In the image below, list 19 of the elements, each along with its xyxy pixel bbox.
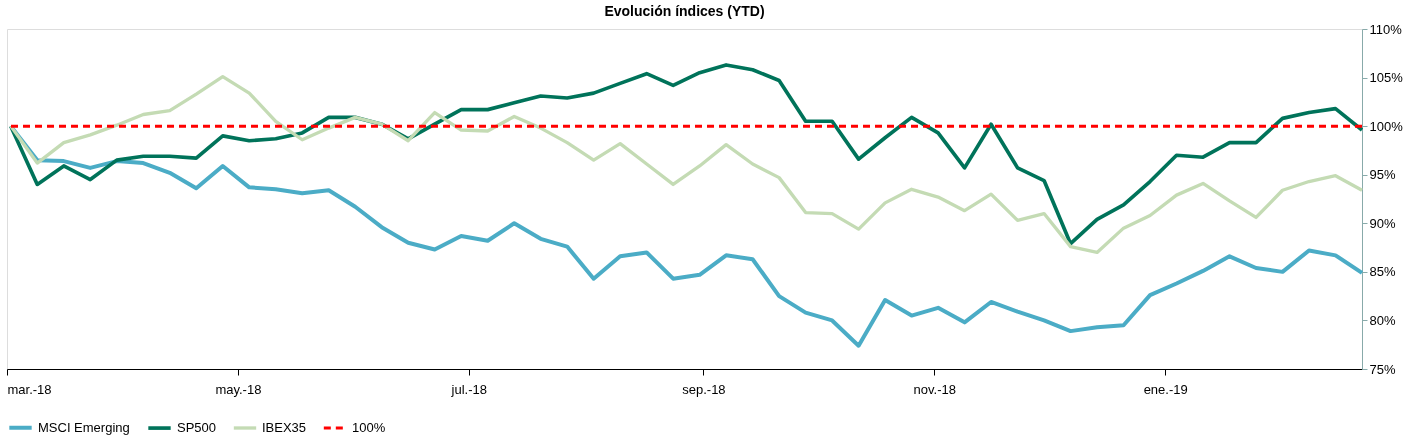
x-tick-label: sep.-18 — [682, 381, 726, 397]
legend-label: 100% — [352, 420, 386, 435]
y-tick-label: 100% — [1369, 118, 1404, 134]
legend-label: SP500 — [177, 420, 217, 436]
legend-label: IBEX35 — [262, 420, 307, 435]
y-tick-label: 80% — [1369, 312, 1396, 328]
x-tick-label: may.-18 — [215, 381, 262, 397]
chart-title: Evolución índices (YTD) — [604, 3, 765, 19]
x-tick-label: ene.-19 — [1143, 381, 1188, 397]
y-tick-label: 105% — [1369, 70, 1404, 86]
y-tick-label: 90% — [1369, 215, 1396, 231]
x-tick-label: mar.-18 — [7, 381, 52, 397]
y-tick-label: 85% — [1369, 264, 1396, 280]
y-tick-label: 75% — [1369, 361, 1396, 377]
y-tick-label: 95% — [1369, 167, 1396, 183]
y-tick-label: 110% — [1369, 21, 1403, 37]
x-tick-label: nov.-18 — [913, 381, 957, 397]
x-tick-label: jul.-18 — [450, 381, 487, 397]
legend-label: MSCI Emerging — [38, 419, 130, 435]
